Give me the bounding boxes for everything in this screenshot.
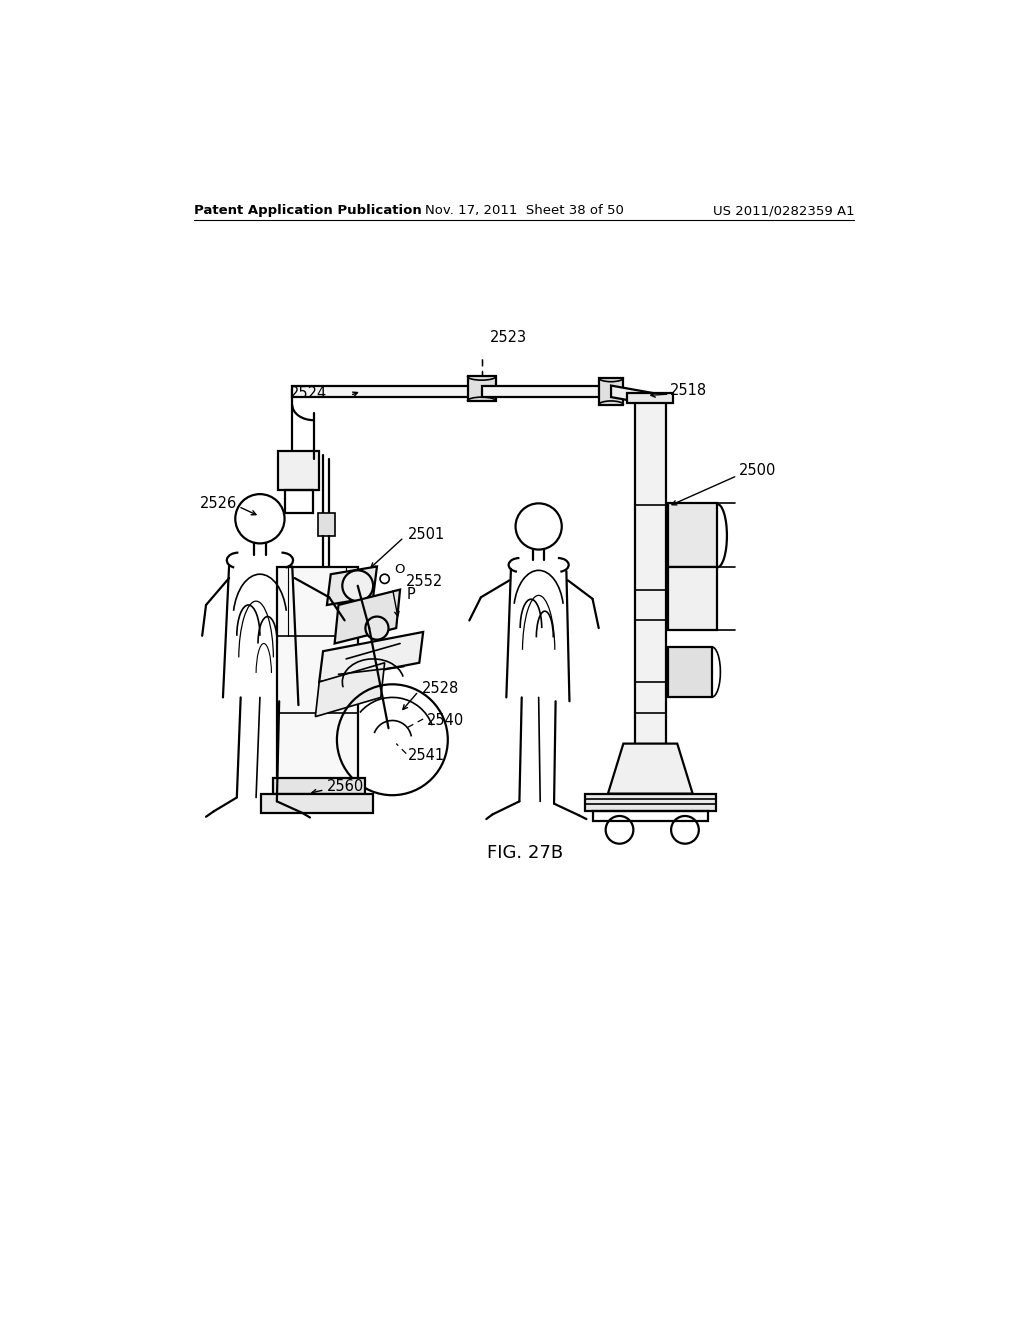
- Text: 2541: 2541: [408, 747, 444, 763]
- Polygon shape: [261, 793, 373, 813]
- Polygon shape: [608, 743, 692, 793]
- Polygon shape: [611, 385, 654, 405]
- Text: 2526: 2526: [200, 496, 237, 511]
- Polygon shape: [668, 566, 717, 630]
- Polygon shape: [481, 385, 611, 397]
- Circle shape: [342, 570, 373, 601]
- Polygon shape: [318, 512, 335, 536]
- Text: 2518: 2518: [670, 383, 707, 399]
- Text: Patent Application Publication: Patent Application Publication: [195, 205, 422, 218]
- Text: O: O: [394, 564, 404, 576]
- Polygon shape: [319, 632, 423, 682]
- Text: 2523: 2523: [489, 330, 526, 345]
- Polygon shape: [273, 779, 366, 793]
- Text: 2552: 2552: [407, 574, 443, 590]
- Polygon shape: [585, 793, 716, 812]
- Text: 2560: 2560: [327, 779, 365, 795]
- Polygon shape: [292, 385, 481, 397]
- Polygon shape: [315, 663, 385, 717]
- Polygon shape: [279, 451, 319, 490]
- Text: US 2011/0282359 A1: US 2011/0282359 A1: [713, 205, 854, 218]
- Polygon shape: [276, 566, 357, 781]
- Text: FIG. 27B: FIG. 27B: [486, 843, 563, 862]
- Circle shape: [366, 616, 388, 640]
- Text: 2528: 2528: [422, 681, 459, 696]
- Polygon shape: [635, 397, 666, 797]
- Text: 2540: 2540: [427, 713, 464, 729]
- Text: Nov. 17, 2011  Sheet 38 of 50: Nov. 17, 2011 Sheet 38 of 50: [425, 205, 625, 218]
- Text: P: P: [407, 587, 415, 602]
- Text: 2501: 2501: [408, 527, 445, 541]
- Polygon shape: [628, 393, 674, 404]
- Text: 2524: 2524: [290, 385, 327, 401]
- Polygon shape: [668, 647, 712, 697]
- Polygon shape: [668, 503, 717, 566]
- Polygon shape: [599, 378, 624, 405]
- Polygon shape: [335, 590, 400, 644]
- Text: 2500: 2500: [739, 463, 776, 478]
- Polygon shape: [468, 376, 497, 401]
- Polygon shape: [327, 566, 377, 605]
